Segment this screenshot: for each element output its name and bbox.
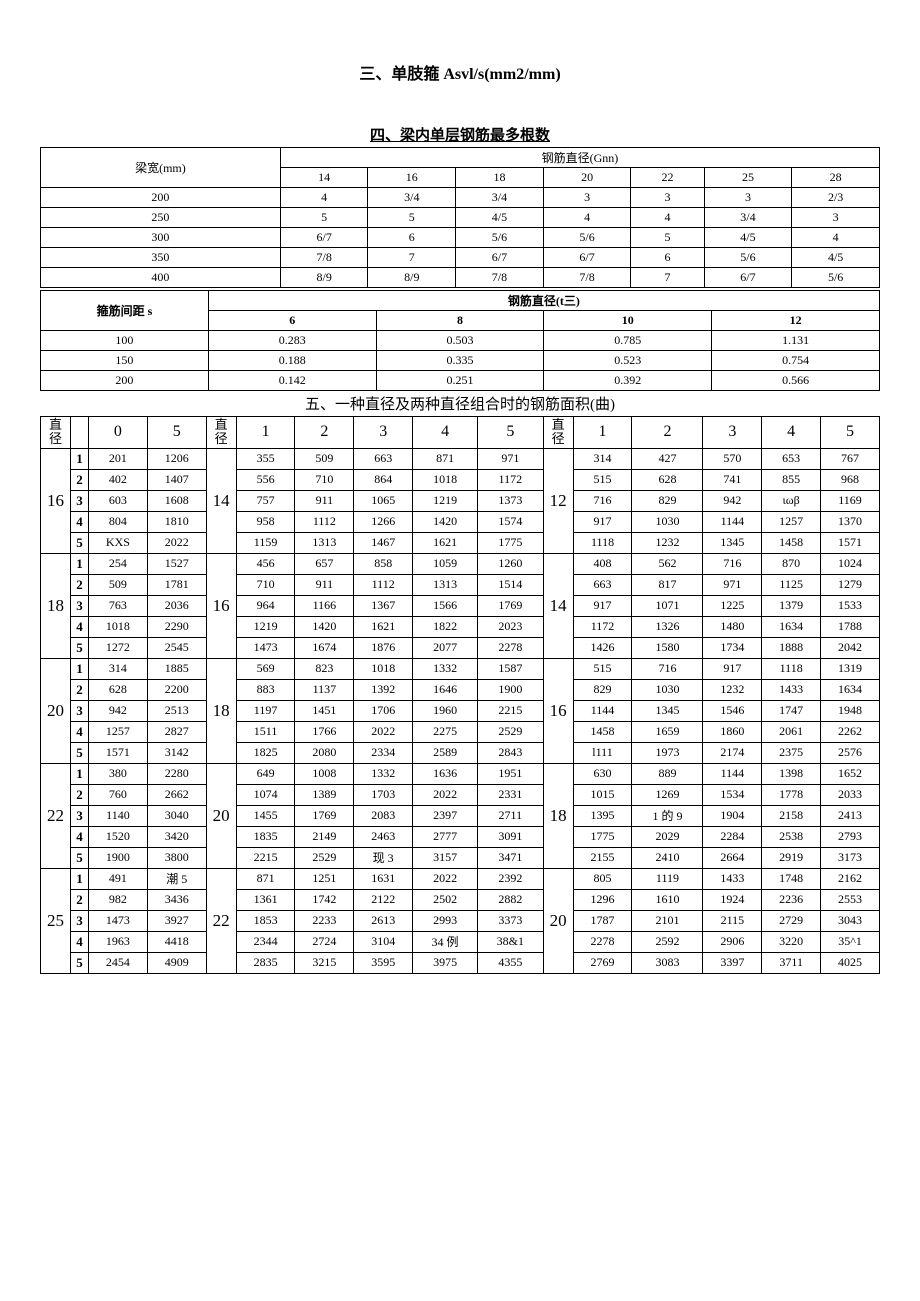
table-row: 251491潮 52287112511631202223922080511191… — [41, 868, 880, 889]
table-row: 4008/98/97/87/876/75/6 — [41, 268, 880, 288]
t5-row-index: 2 — [71, 679, 89, 700]
table-row: 2213802280206491008133216361951186308891… — [41, 763, 880, 784]
t4-row-label: 250 — [41, 208, 281, 228]
t3-group-header: 钢筋直径(t三) — [208, 291, 879, 311]
section-5-title: 五、一种直径及两种直径组合时的钢筋面积(曲) — [40, 393, 880, 414]
t5-row-index: 2 — [71, 889, 89, 910]
section-3-title: 三、单肢箍 Asvl/s(mm2/mm) — [40, 60, 880, 84]
t4-row-label: 400 — [41, 268, 281, 288]
table-3: 箍筋间距 s 钢筋直径(t三) 6 8 10 12 1000.2830.5030… — [40, 290, 880, 391]
t5-dia-label-b: 直径 — [206, 417, 236, 449]
t5-row-index: 4 — [71, 931, 89, 952]
table-row: 1612011206143555096638719711231442757065… — [41, 448, 880, 469]
t4-row-label: 350 — [41, 248, 281, 268]
t5-dia-a: 25 — [41, 868, 71, 973]
table-row: 4152034201835214924632777309117752029228… — [41, 826, 880, 847]
t5-row-index: 5 — [71, 952, 89, 973]
t5-dia-c: 12 — [543, 448, 573, 553]
t3-row-label: 100 — [41, 331, 209, 351]
t5-row-index: 1 — [71, 553, 89, 574]
t5-row-index: 2 — [71, 469, 89, 490]
table-row: 2000.1420.2510.3920.566 — [41, 371, 880, 391]
t5-dia-a: 18 — [41, 553, 71, 658]
t5-dia-c: 18 — [543, 763, 573, 868]
table-row: 2509178171091111121313151466381797111251… — [41, 574, 880, 595]
t5-row-index: 5 — [71, 742, 89, 763]
table-row: 4804181095811121266142015749171030114412… — [41, 511, 880, 532]
t5-row-index: 4 — [71, 721, 89, 742]
t5-row-index: 2 — [71, 784, 89, 805]
table-row: 41963441823442724310434 例38&122782592290… — [41, 931, 880, 952]
table-row: 3147339271853223326132993337317872101211… — [41, 910, 880, 931]
t5-dia-b: 18 — [206, 658, 236, 763]
table-row: 250554/5443/43 — [41, 208, 880, 228]
table-5: 直径 0 5 直径 1 2 3 4 5 直径 1 2 3 4 5 1612011… — [40, 416, 880, 974]
t5-dia-b: 20 — [206, 763, 236, 868]
t4-row-header-label: 梁宽(mm) — [41, 148, 281, 188]
table-row: 3507/876/76/765/64/5 — [41, 248, 880, 268]
t5-dia-a: 16 — [41, 448, 71, 553]
table-row: 4101822901219142016211822202311721326148… — [41, 616, 880, 637]
t5-row-index: 1 — [71, 763, 89, 784]
t5-dia-label-a: 直径 — [41, 417, 71, 449]
t5-row-index: 3 — [71, 805, 89, 826]
t5-dia-c: 20 — [543, 868, 573, 973]
t5-dia-b: 14 — [206, 448, 236, 553]
t5-row-index: 1 — [71, 868, 89, 889]
table-row: 5245449092835321535953975435527693083339… — [41, 952, 880, 973]
t5-row-index: 3 — [71, 700, 89, 721]
table-row: 2760266210741389170320222331101512691534… — [41, 784, 880, 805]
t5-row-index: 5 — [71, 532, 89, 553]
table-row: 4125728271511176620222275252914581659186… — [41, 721, 880, 742]
t4-row-label: 300 — [41, 228, 281, 248]
t5-row-index: 3 — [71, 595, 89, 616]
t5-dia-b: 22 — [206, 868, 236, 973]
table-row: 2013141885185698231018133215871651571691… — [41, 658, 880, 679]
table-row: 5KXS202211591313146716211775111812321345… — [41, 532, 880, 553]
table-row: 36031608757911106512191373716829942ιωβ11… — [41, 490, 880, 511]
table-row: 1500.1880.3350.5230.754 — [41, 351, 880, 371]
table-row: 2982343613611742212225022882129616101924… — [41, 889, 880, 910]
t5-row-index: 4 — [71, 616, 89, 637]
table-row: 20043/43/43332/3 — [41, 188, 880, 208]
t5-dia-a: 20 — [41, 658, 71, 763]
table-row: 3114030401455176920832397271113951 的 919… — [41, 805, 880, 826]
t5-dia-a: 22 — [41, 763, 71, 868]
table-row: 3942251311971451170619602215114413451546… — [41, 700, 880, 721]
table-4: 梁宽(mm) 钢筋直径(Gnn) 14 16 18 20 22 25 28 20… — [40, 147, 880, 288]
t5-row-index: 1 — [71, 448, 89, 469]
table-row: 51900380022152529现 331573471215524102664… — [41, 847, 880, 868]
t5-row-index: 2 — [71, 574, 89, 595]
table-row: 2402140755671086410181172515628741855968 — [41, 469, 880, 490]
table-row: 3006/765/65/654/54 — [41, 228, 880, 248]
t5-row-index: 3 — [71, 910, 89, 931]
t5-dia-b: 16 — [206, 553, 236, 658]
table-row: 1000.2830.5030.7851.131 — [41, 331, 880, 351]
t5-row-index: 5 — [71, 847, 89, 868]
table-row: 1812541527164566578581059126014408562716… — [41, 553, 880, 574]
table-row: 5127225451473167418762077227814261580173… — [41, 637, 880, 658]
t5-dia-c: 14 — [543, 553, 573, 658]
table-row: 3763203696411661367156617699171071122513… — [41, 595, 880, 616]
t3-row-label: 150 — [41, 351, 209, 371]
t5-row-index: 4 — [71, 511, 89, 532]
t5-row-index: 1 — [71, 658, 89, 679]
t5-row-index: 5 — [71, 637, 89, 658]
t5-row-index: 4 — [71, 826, 89, 847]
section-4-title: 四、梁内单层钢筋最多根数 — [40, 124, 880, 145]
t4-group-header: 钢筋直径(Gnn) — [280, 148, 879, 168]
t5-dia-c: 16 — [543, 658, 573, 763]
t5-dia-label-c: 直径 — [543, 417, 573, 449]
t5-row-index: 3 — [71, 490, 89, 511]
table-row: 51571314218252080233425892843l1111973217… — [41, 742, 880, 763]
t3-row-header-label: 箍筋间距 s — [41, 291, 209, 331]
t4-row-label: 200 — [41, 188, 281, 208]
t3-row-label: 200 — [41, 371, 209, 391]
table-row: 2628220088311371392164619008291030123214… — [41, 679, 880, 700]
